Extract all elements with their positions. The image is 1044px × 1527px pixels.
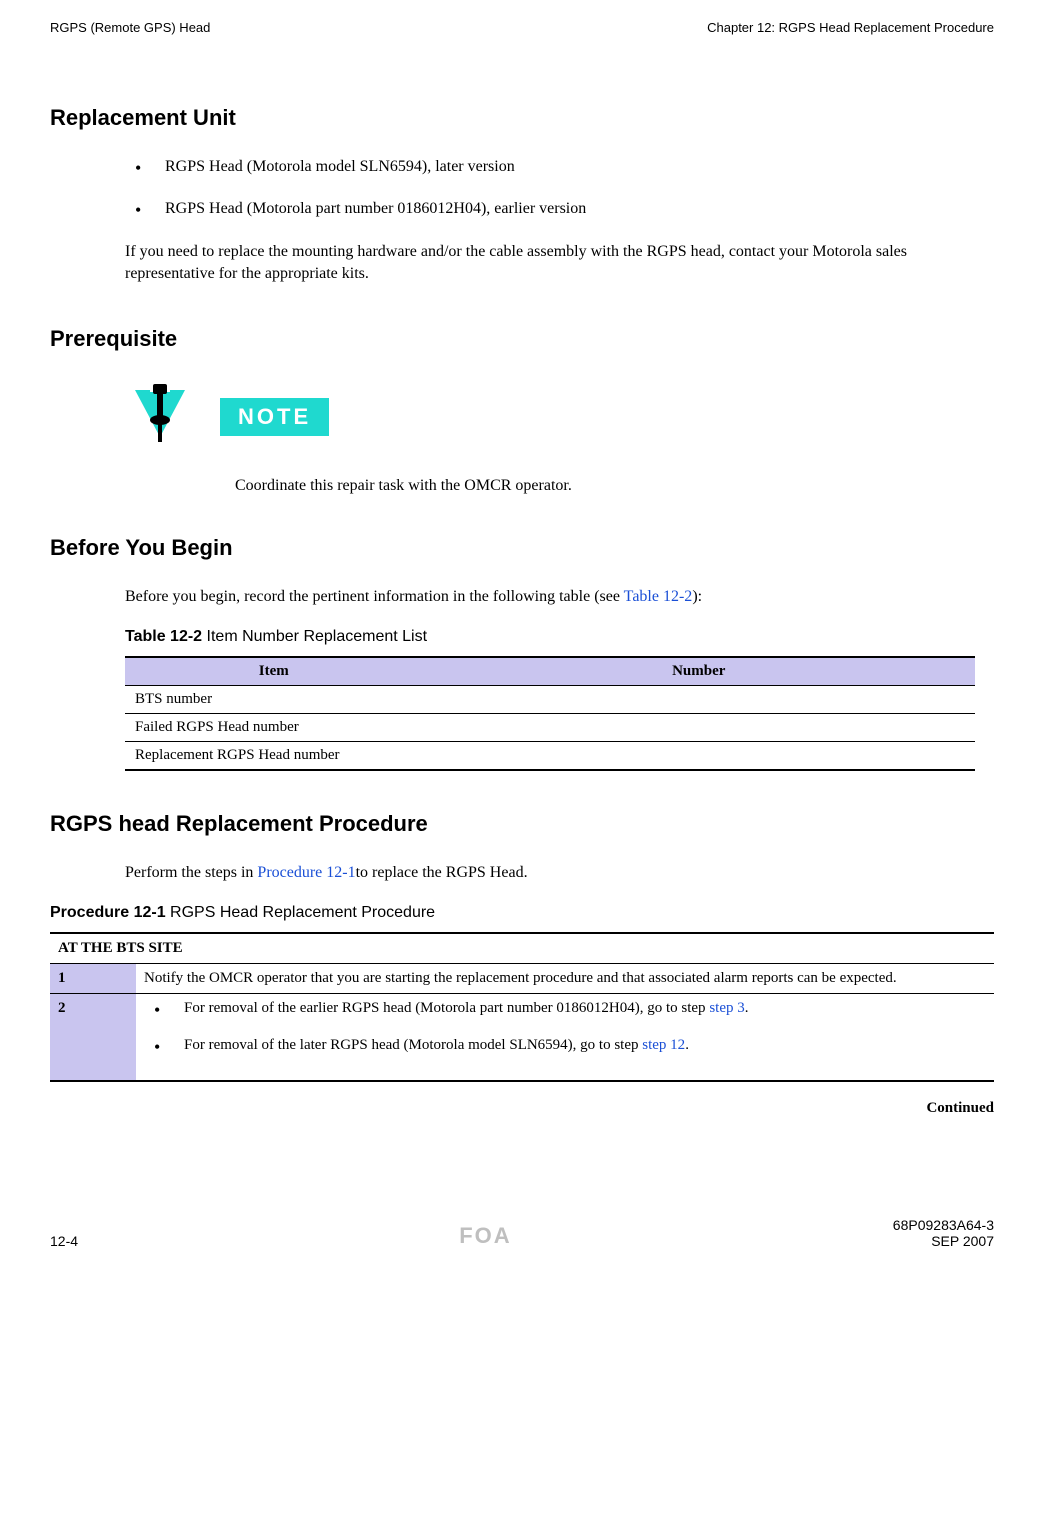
- procedure-intro: Perform the steps in Procedure 12-1to re…: [125, 862, 994, 884]
- step-number: 2: [50, 994, 136, 1082]
- link-step-12[interactable]: step 12: [642, 1037, 685, 1053]
- procedure-section-header: AT THE BTS SITE: [50, 933, 994, 964]
- link-procedure-12-1[interactable]: Procedure 12-1: [257, 864, 355, 881]
- section-title-replacement-unit: Replacement Unit: [50, 105, 994, 131]
- replacement-unit-paragraph: If you need to replace the mounting hard…: [125, 241, 994, 286]
- list-item: RGPS Head (Motorola model SLN6594), late…: [125, 156, 994, 178]
- text: Perform the steps in: [125, 864, 257, 881]
- text: For removal of the later RGPS head (Moto…: [184, 1037, 642, 1053]
- caption-bold: Procedure 12-1: [50, 904, 166, 921]
- footer-date: SEP 2007: [893, 1233, 994, 1249]
- footer-foa: FOA: [459, 1223, 511, 1249]
- col-header-number: Number: [423, 657, 976, 686]
- table-caption: Table 12-2 Item Number Replacement List: [125, 628, 994, 646]
- step-number: 1: [50, 964, 136, 994]
- before-begin-intro: Before you begin, record the pertinent i…: [125, 586, 994, 608]
- footer-page-number: 12-4: [50, 1233, 78, 1249]
- note-badge: NOTE: [220, 398, 329, 436]
- note-text: Coordinate this repair task with the OMC…: [235, 477, 994, 495]
- table-row: 1 Notify the OMCR operator that you are …: [50, 964, 994, 994]
- link-table-12-2[interactable]: Table 12-2: [624, 588, 693, 605]
- footer-doc-number: 68P09283A64-3: [893, 1217, 994, 1233]
- step-body: Notify the OMCR operator that you are st…: [136, 964, 994, 994]
- cell: BTS number: [125, 685, 423, 713]
- col-header-item: Item: [125, 657, 423, 686]
- header-left: RGPS (Remote GPS) Head: [50, 20, 210, 35]
- link-step-3[interactable]: step 3: [709, 1000, 744, 1016]
- cell: Replacement RGPS Head number: [125, 741, 423, 770]
- replacement-unit-list: RGPS Head (Motorola model SLN6594), late…: [125, 156, 994, 221]
- text: .: [685, 1037, 689, 1053]
- cell: [423, 713, 976, 741]
- note-callout: NOTE: [125, 382, 994, 452]
- caption-bold: Table 12-2: [125, 628, 202, 645]
- list-item: For removal of the later RGPS head (Moto…: [144, 1037, 986, 1054]
- text: Before you begin, record the pertinent i…: [125, 588, 624, 605]
- table-row: 2 For removal of the earlier RGPS head (…: [50, 994, 994, 1082]
- text: to replace the RGPS Head.: [356, 864, 528, 881]
- cell: [423, 685, 976, 713]
- cell: Failed RGPS Head number: [125, 713, 423, 741]
- text: .: [745, 1000, 749, 1016]
- pushpin-icon: [125, 382, 195, 452]
- page-footer: 12-4 FOA 68P09283A64-3 SEP 2007: [50, 1217, 994, 1249]
- continued-label: Continued: [50, 1100, 994, 1117]
- list-item: RGPS Head (Motorola part number 0186012H…: [125, 198, 994, 220]
- list-item: For removal of the earlier RGPS head (Mo…: [144, 1000, 986, 1017]
- caption-rest: Item Number Replacement List: [202, 628, 427, 645]
- procedure-caption: Procedure 12-1 RGPS Head Replacement Pro…: [50, 904, 994, 922]
- step-body: For removal of the earlier RGPS head (Mo…: [136, 994, 994, 1082]
- cell: [423, 741, 976, 770]
- table-row: BTS number: [125, 685, 975, 713]
- table-row: Failed RGPS Head number: [125, 713, 975, 741]
- section-title-prerequisite: Prerequisite: [50, 326, 994, 352]
- running-header: RGPS (Remote GPS) Head Chapter 12: RGPS …: [50, 20, 994, 35]
- caption-rest: RGPS Head Replacement Procedure: [166, 904, 435, 921]
- text: For removal of the earlier RGPS head (Mo…: [184, 1000, 709, 1016]
- table-row: Replacement RGPS Head number: [125, 741, 975, 770]
- section-title-before-begin: Before You Begin: [50, 535, 994, 561]
- header-right: Chapter 12: RGPS Head Replacement Proced…: [707, 20, 994, 35]
- section-title-procedure: RGPS head Replacement Procedure: [50, 811, 994, 837]
- item-number-table: Item Number BTS number Failed RGPS Head …: [125, 656, 975, 771]
- procedure-table: AT THE BTS SITE 1 Notify the OMCR operat…: [50, 932, 994, 1082]
- text: ):: [692, 588, 702, 605]
